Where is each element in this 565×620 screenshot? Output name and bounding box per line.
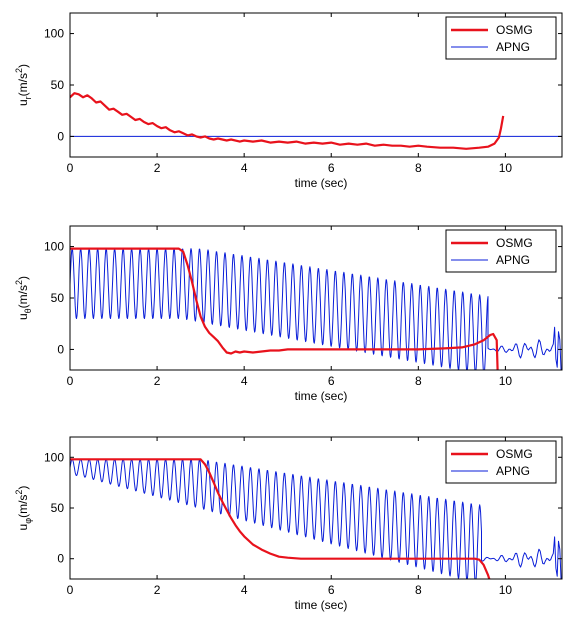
legend: OSMG APNG [445, 440, 557, 484]
x-tick-label: 4 [241, 161, 248, 175]
y-tick-label: 50 [51, 501, 65, 515]
series-line-osmg [70, 92, 505, 150]
x-axis-label: time (sec) [295, 598, 348, 612]
x-tick-label: 0 [67, 374, 74, 388]
x-tick-label: 2 [154, 374, 161, 388]
legend: OSMG APNG [445, 16, 557, 60]
series-line-apng [70, 248, 562, 370]
legend-box [445, 16, 557, 60]
x-tick-label: 2 [154, 161, 161, 175]
y-tick-label: 0 [57, 552, 64, 566]
legend-label-osmg: OSMG [496, 236, 533, 250]
x-tick-label: 4 [241, 374, 248, 388]
y-axis-label: uφ(m/s2) [14, 486, 33, 531]
plot-lines [70, 92, 562, 150]
x-tick-label: 8 [415, 161, 422, 175]
series-line-apng [70, 458, 562, 579]
x-tick-label: 6 [328, 583, 335, 597]
legend-box [445, 440, 557, 484]
x-tick-label: 10 [499, 374, 513, 388]
series-line-osmg [70, 458, 491, 579]
y-tick-label: 100 [44, 27, 64, 41]
x-axis-label: time (sec) [295, 176, 348, 190]
x-tick-label: 4 [241, 583, 248, 597]
x-tick-label: 6 [328, 161, 335, 175]
x-tick-label: 0 [67, 583, 74, 597]
legend-label-osmg: OSMG [496, 447, 533, 461]
x-tick-label: 6 [328, 374, 335, 388]
plot-lines [70, 247, 562, 370]
y-tick-label: 0 [57, 129, 64, 143]
legend-label-apng: APNG [496, 464, 530, 478]
y-tick-label: 50 [51, 291, 65, 305]
y-tick-label: 100 [44, 450, 64, 464]
legend: OSMG APNG [445, 229, 557, 273]
series-line-osmg [70, 247, 499, 370]
x-tick-label: 10 [499, 583, 513, 597]
y-axis-label: ur(m/s2) [14, 64, 33, 106]
x-axis-label: time (sec) [295, 389, 348, 403]
x-tick-label: 2 [154, 583, 161, 597]
x-tick-label: 10 [499, 161, 513, 175]
legend-label-apng: APNG [496, 253, 530, 267]
y-tick-label: 0 [57, 342, 64, 356]
plot-lines [70, 458, 562, 579]
legend-label-apng: APNG [496, 40, 530, 54]
x-tick-label: 0 [67, 161, 74, 175]
y-tick-label: 50 [51, 78, 65, 92]
x-tick-label: 8 [415, 374, 422, 388]
legend-box [445, 229, 557, 273]
legend-label-osmg: OSMG [496, 23, 533, 37]
x-tick-label: 8 [415, 583, 422, 597]
y-axis-label: uθ(m/s2) [14, 276, 33, 320]
y-tick-label: 100 [44, 240, 64, 254]
